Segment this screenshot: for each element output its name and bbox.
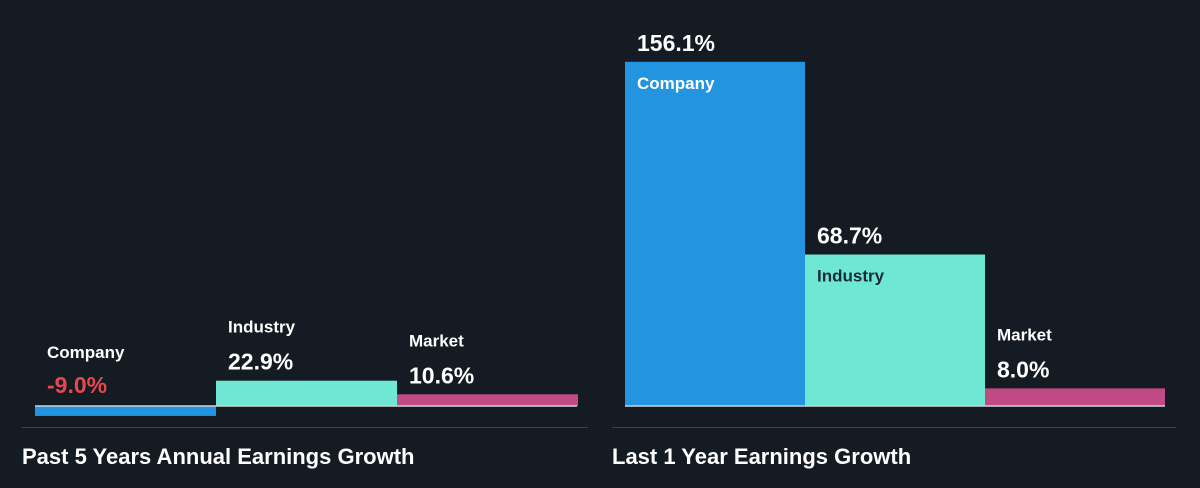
bar-past-5-years-company (35, 406, 216, 416)
chart-title-last-1-year: Last 1 Year Earnings Growth (612, 444, 912, 469)
value-label-last-1-year-industry: 68.7% (817, 223, 882, 249)
bar-past-5-years-industry (216, 380, 397, 406)
bar-label-last-1-year-company: Company (637, 74, 715, 93)
bar-label-past-5-years-industry: Industry (228, 318, 296, 337)
bar-last-1-year-market (985, 388, 1165, 406)
chart-divider-past-5-years (22, 427, 588, 428)
value-label-past-5-years-industry: 22.9% (228, 349, 293, 375)
bar-label-past-5-years-company: Company (47, 343, 125, 362)
bar-past-5-years-market (397, 394, 578, 406)
chart-title-past-5-years: Past 5 Years Annual Earnings Growth (22, 444, 415, 469)
chart-divider-last-1-year (612, 427, 1176, 428)
bar-label-last-1-year-industry: Industry (817, 267, 885, 286)
value-label-past-5-years-market: 10.6% (409, 362, 474, 388)
bar-label-last-1-year-market: Market (997, 325, 1052, 344)
charts-canvas: Company -9.0% Industry 22.9% Market 10.6% 156.… (35, 30, 1165, 416)
value-label-past-5-years-company: -9.0% (47, 372, 107, 398)
bar-last-1-year-industry (805, 254, 985, 406)
bar-label-past-5-years-market: Market (409, 331, 464, 350)
value-label-last-1-year-company: 156.1% (637, 30, 715, 56)
bar-last-1-year-company (625, 61, 805, 406)
value-label-last-1-year-market: 8.0% (997, 356, 1049, 382)
